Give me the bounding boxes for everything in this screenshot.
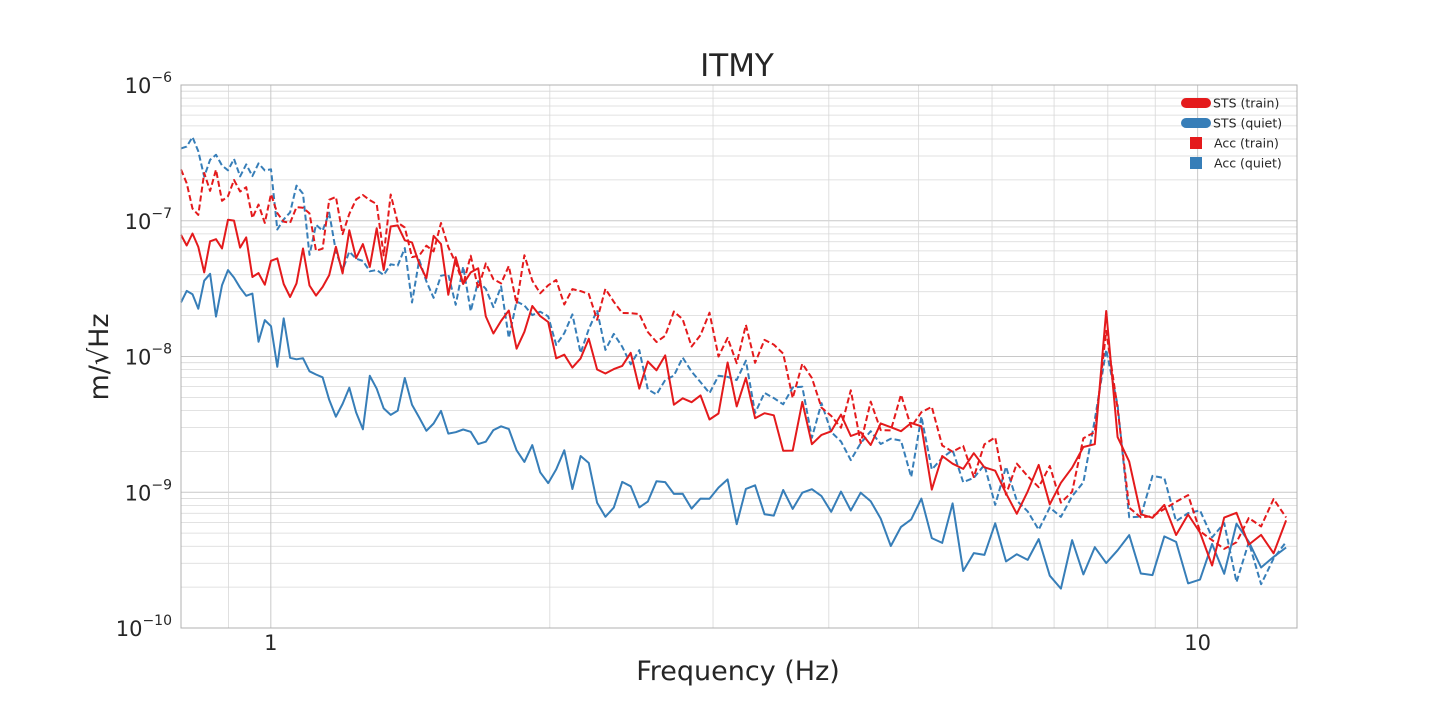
legend-label-sts-quiet: STS (quiet) — [1213, 116, 1282, 131]
chart-title: ITMY — [700, 48, 774, 84]
y-tick-base: 10 — [125, 346, 152, 370]
legend-swatch-acc-quiet — [1190, 157, 1202, 169]
legend-label-acc-quiet: Acc (quiet) — [1214, 156, 1282, 171]
x-tick-label: 10 — [1184, 631, 1211, 655]
y-tick-label: 10−8 — [125, 342, 172, 370]
y-tick-base: 10 — [125, 481, 152, 505]
y-tick-exponent: −10 — [142, 613, 172, 629]
y-axis-label: m/√Hz — [84, 313, 115, 400]
plot-frame — [180, 84, 1298, 629]
y-tick-exponent: −9 — [151, 477, 172, 493]
y-tick-base: 10 — [125, 210, 152, 234]
legend-label-acc-train: Acc (train) — [1214, 136, 1279, 151]
x-axis-ticks: 1 10 — [264, 631, 1211, 655]
x-axis-label: Frequency (Hz) — [636, 656, 840, 687]
series-sts-train-line — [180, 218, 1288, 567]
x-tick-label: 1 — [264, 631, 277, 655]
y-tick-exponent: −8 — [151, 342, 172, 358]
y-tick-base: 10 — [116, 617, 143, 641]
y-tick-base: 10 — [125, 74, 152, 98]
y-tick-label: 10−6 — [125, 70, 172, 98]
legend-swatch-acc-train — [1190, 137, 1202, 149]
series-acc-train-line — [180, 168, 1287, 550]
y-tick-label: 10−9 — [125, 477, 172, 505]
series-layer — [180, 136, 1288, 590]
series-sts-quiet-line — [180, 269, 1287, 590]
y-tick-label: 10−7 — [125, 206, 172, 234]
plot-area — [180, 84, 1298, 629]
series-acc-quiet-line — [180, 136, 1287, 586]
y-tick-label: 10−10 — [116, 613, 172, 641]
legend: STS (train) STS (quiet) Acc (train) Acc (qu… — [1181, 96, 1282, 171]
y-tick-exponent: −7 — [151, 206, 172, 222]
y-gridlines — [181, 90, 1297, 629]
legend-label-sts-train: STS (train) — [1213, 96, 1279, 111]
y-tick-exponent: −6 — [151, 70, 172, 86]
